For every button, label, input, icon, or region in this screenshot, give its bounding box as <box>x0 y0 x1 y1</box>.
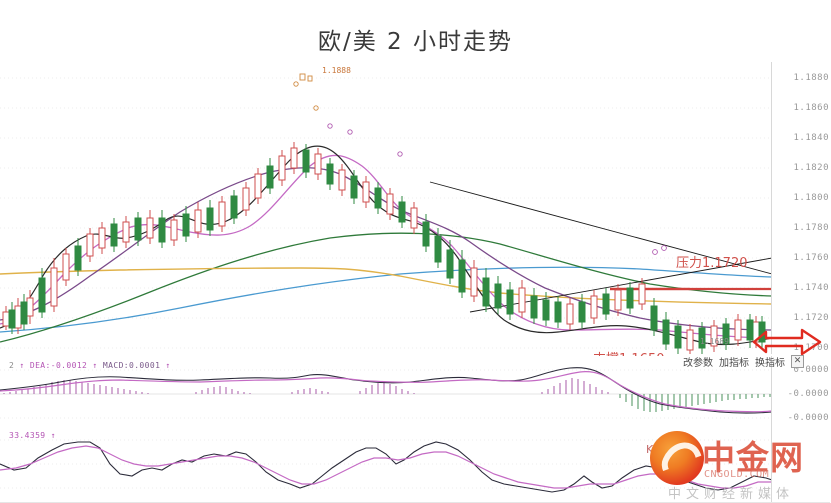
double-arrow-annotation <box>752 328 822 356</box>
macd-dea-arrow: ↑ <box>92 361 98 370</box>
add-indicator-button[interactable]: 加指标 <box>719 358 749 369</box>
switch-indicator-button[interactable]: 换指标 <box>755 358 785 369</box>
macd-svg <box>0 367 772 419</box>
macd-panel[interactable]: 0.0000 -0.0000 -0.0000 <box>0 356 831 426</box>
price-y-axis: 1.1880 1.1860 1.1840 1.1820 1.1800 1.178… <box>771 62 831 354</box>
macd-value-arrow: ↑ <box>165 361 171 370</box>
pattern-markers <box>327 123 667 255</box>
kdj-legend: 33.4359 ↑ <box>9 431 56 440</box>
macd-y-tick: -0.0000 <box>787 413 829 423</box>
macd-y-axis: 0.0000 -0.0000 -0.0000 <box>771 356 831 426</box>
macd-legend: 2 ↑ DEA:-0.0012 ↑ MACD:0.0001 ↑ <box>9 361 171 370</box>
macd-period: 2 <box>9 361 15 370</box>
y-tick: 1.1780 <box>793 223 829 233</box>
price-chart-panel[interactable]: 1.1880 1.1860 1.1840 1.1820 1.1800 1.178… <box>0 62 831 354</box>
indicator-toolbar[interactable]: 改参数 加指标 换指标 ✕ <box>683 354 804 369</box>
macd-plot-area[interactable] <box>0 356 772 426</box>
macd-value: MACD:0.0001 <box>102 361 161 370</box>
y-tick: 1.1860 <box>793 103 829 113</box>
y-tick: 1.1880 <box>793 73 829 83</box>
y-tick: 1.1760 <box>793 253 829 263</box>
kdj-arrow: ↑ <box>50 431 56 440</box>
macd-y-tick: 0.0000 <box>793 365 829 375</box>
macd-y-tick: -0.0000 <box>787 389 829 399</box>
y-tick: 1.1820 <box>793 163 829 173</box>
page-title: 欧/美 2 小时走势 <box>317 29 513 55</box>
price-plot-area[interactable] <box>0 62 772 354</box>
kdj-panel[interactable] <box>0 426 831 502</box>
price-svg <box>0 73 772 354</box>
y-tick: 1.1740 <box>793 283 829 293</box>
y-tick: 1.1840 <box>793 133 829 143</box>
kdj-value: 33.4359 <box>9 431 46 440</box>
kdj-plot-area[interactable] <box>0 426 772 502</box>
y-tick: 1.1720 <box>793 313 829 323</box>
peak-markers <box>293 73 319 111</box>
close-icon[interactable]: ✕ <box>791 355 804 368</box>
macd-period-arrow: ↑ <box>19 361 25 370</box>
kdj-y-axis <box>771 426 831 502</box>
macd-dea-value: DEA:-0.0012 <box>29 361 88 370</box>
macd-histogram-positive <box>3 378 609 394</box>
edit-params-button[interactable]: 改参数 <box>683 358 713 369</box>
y-tick: 1.1800 <box>793 193 829 203</box>
candlesticks <box>2 142 766 354</box>
kdj-svg <box>0 439 772 493</box>
kdj-indicator-label: KDJ <box>646 443 665 456</box>
